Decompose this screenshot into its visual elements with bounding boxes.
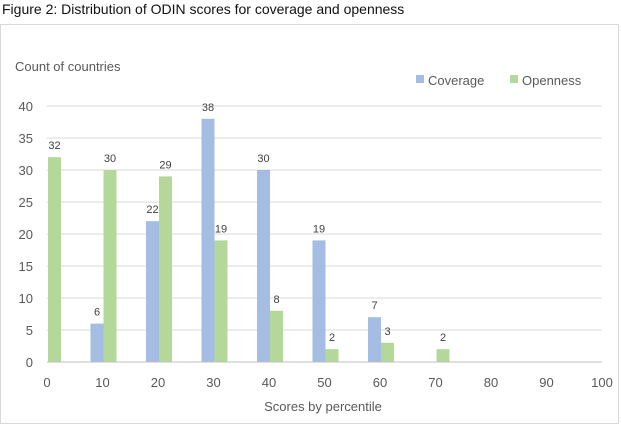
x-tick-label: 10 [95,375,109,390]
bar-coverage [146,221,159,362]
legend-swatch [510,75,518,83]
y-tick-label: 20 [19,227,33,242]
x-tick-label: 0 [43,375,50,390]
bar-openness [436,349,450,362]
x-tick-label: 90 [539,375,553,390]
data-label: 32 [48,140,60,152]
data-label: 2 [440,332,446,344]
data-label: 6 [94,307,100,319]
figure-title: Figure 2: Distribution of ODIN scores fo… [2,1,405,17]
y-tick-label: 5 [26,323,33,338]
bar-coverage [257,170,270,362]
bar-coverage [312,240,326,362]
bar-openness [103,170,117,362]
bar-coverage [90,323,104,362]
x-tick-label: 100 [591,375,613,390]
bar-openness [381,342,394,362]
x-tick-label: 30 [206,375,220,390]
bar-openness [270,310,283,362]
data-label: 22 [146,204,158,216]
y-tick-label: 10 [19,291,33,306]
bar-openness [48,157,61,362]
y-axis-title: Count of countries [15,59,121,74]
y-tick-label: 25 [19,195,33,210]
legend-label: Coverage [428,73,484,88]
y-tick-label: 35 [19,131,33,146]
data-label: 29 [159,159,171,171]
data-label: 3 [384,326,390,338]
data-label: 2 [329,332,335,344]
x-tick-label: 50 [317,375,331,390]
y-tick-label: 40 [19,99,33,114]
bar-coverage [201,118,215,362]
data-label: 19 [313,223,325,235]
legend: Coverage Openness [416,73,582,88]
y-tick-label: 15 [19,259,33,274]
data-label: 30 [104,153,116,165]
data-label: 8 [273,294,279,306]
x-tick-label: 20 [151,375,165,390]
data-label: 7 [371,300,377,312]
bar-openness [325,349,339,362]
y-tick-label: 0 [26,355,33,370]
bar-openness [159,176,172,362]
x-tick-label: 60 [373,375,387,390]
bar-coverage [368,317,381,362]
x-tick-label: 40 [262,375,276,390]
data-label: 30 [257,153,269,165]
x-tick-label: 70 [428,375,442,390]
data-label: 19 [215,223,227,235]
legend-label: Openness [522,73,582,88]
bar-openness [214,240,228,362]
x-tick-label: 80 [484,375,498,390]
y-tick-label: 30 [19,163,33,178]
legend-swatch [416,75,424,83]
x-axis-title: Scores by percentile [264,399,382,414]
data-label: 38 [202,102,214,114]
